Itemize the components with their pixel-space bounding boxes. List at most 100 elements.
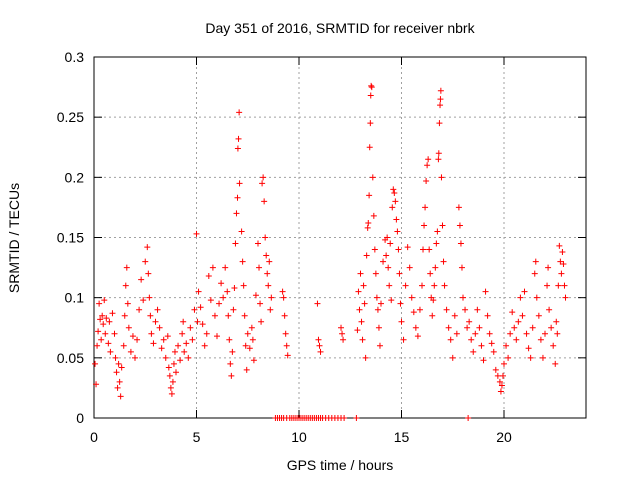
data-point [426,246,433,253]
data-point [488,340,495,347]
data-point [240,282,247,289]
data-point [105,340,112,347]
data-point [102,330,109,337]
x-axis-label: GPS time / hours [287,457,394,473]
data-point [122,282,129,289]
y-tick-label: 0.3 [65,49,85,65]
data-point [170,360,177,367]
data-point [103,315,110,322]
data-point [521,288,528,295]
data-point [148,330,155,337]
data-point [284,352,291,359]
data-point [111,330,118,337]
data-point [115,360,122,367]
data-point [156,324,163,331]
data-point [432,264,439,271]
data-point [406,264,413,271]
chart-title: Day 351 of 2016, SRMTID for receiver nbr… [205,20,475,36]
data-point [457,240,464,247]
data-point [559,248,566,255]
data-point [451,312,458,319]
data-point [158,345,165,352]
data-point [121,312,128,319]
data-point [531,270,538,277]
data-point [234,194,241,201]
x-tick-label: 10 [291,429,307,445]
data-point [136,306,143,313]
data-point [195,288,202,295]
data-point [168,390,175,397]
data-point [476,324,483,331]
data-point [427,270,434,277]
data-point [265,282,272,289]
data-point [503,342,510,349]
data-point [205,273,212,280]
data-point [376,342,383,349]
data-point [532,258,539,265]
data-point [535,312,542,319]
data-point [167,384,174,391]
data-point [235,135,242,142]
data-point [92,360,99,367]
data-point [283,342,290,349]
data-point [436,120,443,127]
data-point [498,382,505,389]
grid-lines [94,57,586,418]
data-point [364,224,371,231]
data-point [114,384,121,391]
y-tick-label: 0.05 [57,350,84,366]
data-point [316,342,323,349]
data-point [257,300,264,307]
data-point [431,282,438,289]
data-point [193,230,200,237]
data-point [262,234,269,241]
data-point [410,309,417,316]
ticks: 0 0.05 0.1 0.15 0.2 0.25 0.3 0 5 10 15 20 [57,49,586,445]
data-point [539,354,546,361]
data-point [107,348,114,355]
data-point [355,288,362,295]
data-point [116,378,123,385]
data-point [189,336,196,343]
data-point [548,324,555,331]
data-point [404,244,411,251]
y-tick-label: 0.25 [57,109,84,125]
data-point [509,309,516,316]
data-point [281,312,288,319]
data-point [557,258,564,265]
data-point [438,174,445,181]
data-point [513,336,520,343]
data-point [187,324,194,331]
data-point [383,252,390,259]
data-point [408,294,415,301]
data-point [181,348,188,355]
data-point [505,354,512,361]
y-axis-label: SRMTID / TECUs [6,183,22,293]
data-point [203,330,210,337]
data-point [232,240,239,247]
data-point [542,330,548,337]
y-tick-label: 0 [76,410,84,426]
data-point [177,357,184,364]
data-point [260,174,267,181]
data-point [484,312,491,319]
data-point [387,240,394,247]
data-point [164,333,171,340]
data-point [258,318,265,325]
data-point [194,318,201,325]
data-point [464,324,471,331]
data-point [429,312,436,319]
data-point [191,306,198,313]
data-point [470,348,477,355]
data-point [507,330,514,337]
data-point [224,288,231,295]
data-point [282,330,289,337]
data-point [555,282,562,289]
data-point [129,333,136,340]
data-point [368,82,375,89]
data-point [394,228,401,235]
data-point [118,364,125,371]
data-point [422,204,429,211]
data-point [437,87,444,94]
data-point [556,242,563,249]
